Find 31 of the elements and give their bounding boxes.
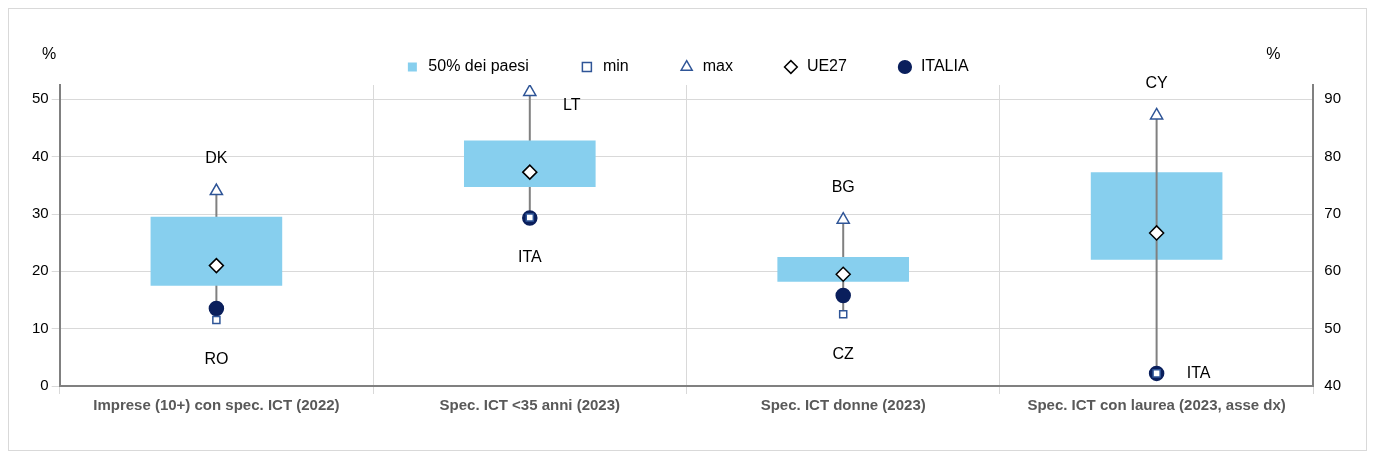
y-tick-label: 40 xyxy=(32,146,49,164)
y2-tick-label: 70 xyxy=(1324,204,1341,222)
annotation: LT xyxy=(563,96,581,114)
y2-tick-label: 60 xyxy=(1324,261,1341,279)
y2-axis-title: % xyxy=(1266,45,1281,63)
annotation: DK xyxy=(205,149,228,167)
legend-label: max xyxy=(702,57,733,75)
legend-label: ITALIA xyxy=(920,57,969,75)
x-tick-label: Spec. ICT <35 anni (2023) xyxy=(439,396,621,414)
annotation: CY xyxy=(1145,73,1169,91)
x-tick-label: Spec. ICT con laurea (2023, asse dx) xyxy=(1027,396,1286,414)
x-tick-label: Imprese (10+) con spec. ICT (2022) xyxy=(93,396,340,414)
x-tick-label: Spec. ICT donne (2023) xyxy=(760,396,926,414)
annotation: ITA xyxy=(517,248,542,266)
legend-label: 50% dei paesi xyxy=(428,57,529,75)
annotation: BG xyxy=(831,178,855,196)
annotation: RO xyxy=(204,350,229,368)
legend-label: min xyxy=(602,57,629,75)
y-tick-label: 0 xyxy=(40,376,49,394)
y-axis-title: % xyxy=(41,45,57,63)
y-tick-label: 20 xyxy=(32,261,49,279)
y2-tick-label: 80 xyxy=(1324,146,1341,164)
y2-tick-label: 50 xyxy=(1324,318,1341,336)
annotation: ITA xyxy=(1186,363,1211,381)
y-tick-label: 30 xyxy=(32,204,49,222)
y-tick-label: 50 xyxy=(32,89,49,107)
y2-tick-label: 90 xyxy=(1324,89,1341,107)
annotation: CZ xyxy=(832,344,855,362)
legend-label: UE27 xyxy=(806,57,848,75)
y-tick-label: 10 xyxy=(32,318,49,336)
y2-tick-label: 40 xyxy=(1324,376,1341,394)
